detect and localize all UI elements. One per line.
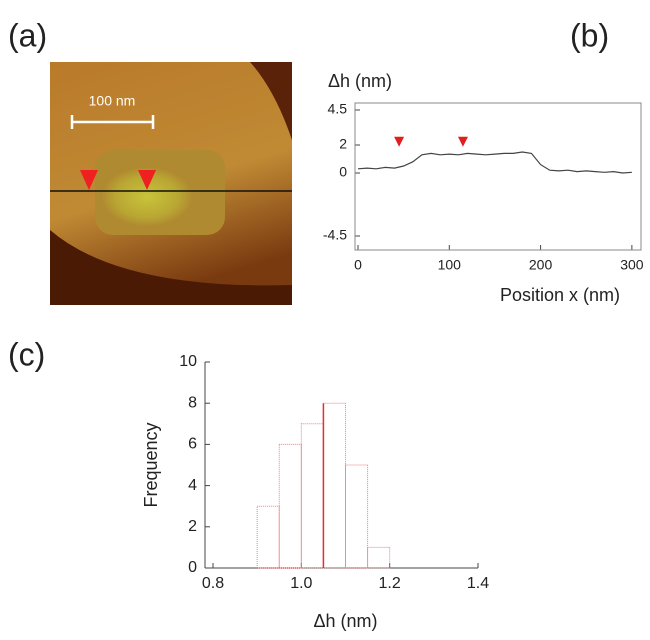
- histogram-bar: [300, 423, 324, 569]
- histogram-bar: [278, 443, 302, 569]
- histogram-bar: [256, 505, 280, 569]
- x-axis-label: Position x (nm): [500, 285, 620, 305]
- x-tick-label: 0.8: [202, 575, 224, 592]
- image-marker: [138, 170, 156, 190]
- y-tick-label: 0: [339, 164, 347, 180]
- profile-marker: [457, 136, 468, 147]
- panel-label: (c): [8, 336, 45, 372]
- x-tick-label: 0: [354, 257, 362, 273]
- y-axis-label: Δh (nm): [328, 71, 392, 91]
- y-tick-label: 6: [188, 436, 197, 453]
- y-axis-label: Frequency: [141, 422, 161, 507]
- y-tick-label: 0: [188, 559, 197, 576]
- image-marker: [80, 170, 98, 190]
- x-tick-label: 1.0: [290, 575, 312, 592]
- y-tick-label: 4.5: [328, 101, 348, 117]
- x-tick-label: 1.2: [379, 575, 401, 592]
- image-dark-region: [50, 230, 292, 305]
- plot-frame: [354, 102, 642, 251]
- profile-marker: [394, 136, 405, 147]
- x-tick-label: 300: [620, 257, 644, 273]
- panel-label: (a): [8, 17, 47, 53]
- y-tick-label: 8: [188, 394, 197, 411]
- x-axis-label: Δh (nm): [313, 611, 377, 631]
- y-tick-label: 10: [179, 353, 197, 370]
- histogram-bar: [367, 546, 391, 569]
- y-tick-label: 2: [188, 518, 197, 535]
- x-tick-label: 1.4: [467, 575, 489, 592]
- histogram-bar: [322, 402, 346, 569]
- scale-bar-label: 100 nm: [89, 93, 136, 109]
- x-tick-label: 200: [529, 257, 553, 273]
- profile-line: [357, 151, 632, 174]
- histogram-bar: [345, 464, 369, 569]
- y-tick-label: 2: [339, 136, 347, 152]
- y-tick-label: -4.5: [323, 227, 347, 243]
- x-tick-label: 100: [438, 257, 462, 273]
- panel-label: (b): [570, 17, 609, 53]
- afm-image: 100 nm: [50, 62, 292, 305]
- y-tick-label: 4: [188, 477, 197, 494]
- image-dark-region: [250, 62, 292, 140]
- image-island: [95, 150, 225, 235]
